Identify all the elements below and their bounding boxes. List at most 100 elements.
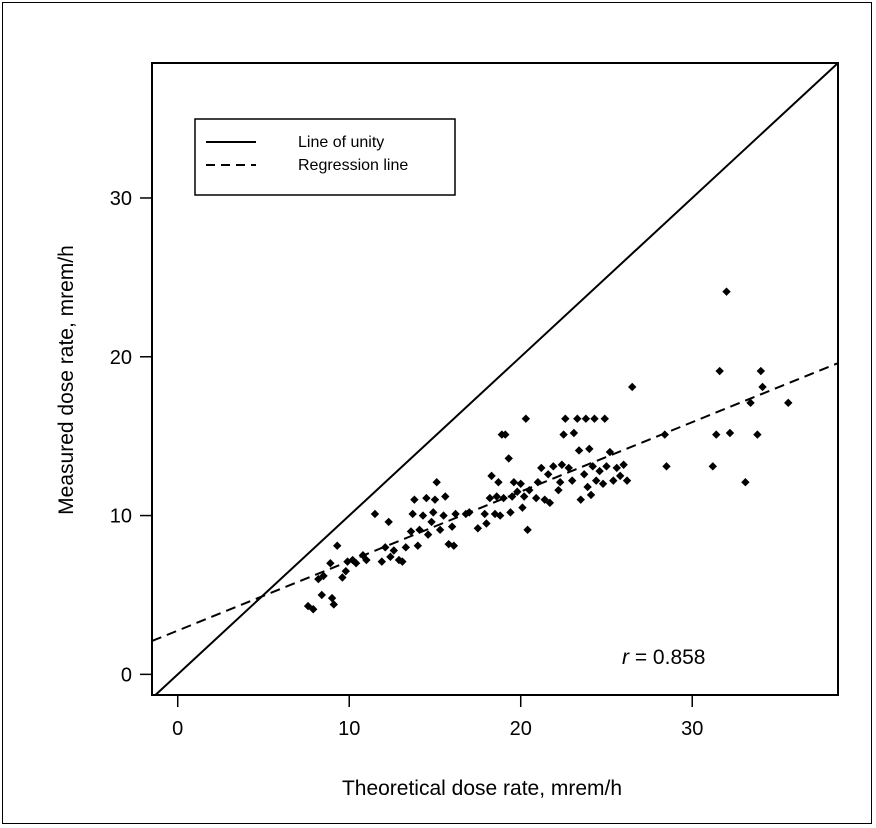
data-point [586,490,596,500]
data-point [506,508,515,517]
x-tick-label: 10 [338,718,360,740]
data-point [480,509,489,519]
data-point [303,601,313,611]
data-point [741,478,750,487]
data-point [662,462,671,471]
data-point [509,478,519,487]
data-point [595,466,604,476]
data-point [554,485,563,495]
data-point [439,511,448,520]
data-point [370,509,380,519]
data-point [660,430,669,439]
data-point [487,471,496,481]
unity-line [153,63,838,695]
data-point [430,495,440,504]
data-point [494,478,503,487]
regression-line [152,362,838,642]
data-point [432,478,441,487]
data-point [523,525,532,535]
data-point [574,446,584,455]
data-point [427,517,436,527]
data-point [559,430,568,439]
legend-box [194,118,456,196]
data-point [628,382,637,392]
data-point [317,590,326,600]
data-point [722,287,731,296]
data-point [473,524,483,533]
data-point [338,573,347,582]
y-tick-label: 20 [110,347,132,369]
points-layer [303,287,793,614]
data-point [507,492,517,501]
data-point [327,593,337,603]
data-point [533,478,543,487]
data-point [401,543,411,552]
data-point [429,508,438,517]
data-point [499,493,508,503]
data-point [579,470,589,479]
data-point [415,525,424,535]
data-point [753,430,762,439]
data-point [609,476,618,485]
data-point [746,398,755,408]
data-point [319,571,328,581]
data-point [519,492,529,501]
plot-area [151,62,839,696]
data-point [518,503,527,512]
data-point [465,508,474,517]
data-point [583,482,592,492]
data-point [725,428,735,438]
data-point [451,509,460,519]
data-point [341,566,350,576]
data-point [525,485,534,495]
data-point [441,492,450,501]
data-point [531,493,541,503]
data-point [581,414,591,423]
data-point [513,487,522,496]
data-point [543,470,553,479]
data-point [377,557,387,566]
data-point [422,493,431,503]
data-point [602,462,611,471]
data-point [447,522,457,531]
data-point [591,476,601,485]
y-tick-label: 10 [110,506,132,528]
data-point [712,430,721,439]
data-point [482,519,491,528]
data-point [333,541,342,550]
data-point [708,462,718,471]
data-point [384,517,393,527]
data-point [410,495,419,504]
data-point [758,382,767,392]
annotation-value: = 0.858 [629,646,705,669]
data-point [389,546,399,555]
x-tick-label: 30 [681,718,703,740]
data-point [398,557,407,566]
data-point [567,476,577,485]
data-point [413,541,423,550]
data-point [435,525,445,535]
data-point [358,551,368,560]
data-point [545,498,555,508]
x-tick-label: 20 [510,718,532,740]
y-axis: 0 10 20 30 [110,188,152,686]
data-point [362,555,371,565]
data-point [615,471,625,481]
data-point [622,476,632,485]
data-point [495,511,505,520]
data-point [561,414,570,423]
data-point [490,509,500,519]
data-point [600,414,609,423]
data-point [549,462,558,471]
correlation-annotation: r = 0.858 [622,646,705,669]
data-point [555,478,565,487]
data-point [501,430,510,439]
lines-layer [152,63,838,695]
data-point [569,428,579,438]
data-point [386,552,395,562]
annotation-r: r [622,646,630,669]
data-point [590,414,599,423]
y-tick-label: 0 [121,664,132,686]
